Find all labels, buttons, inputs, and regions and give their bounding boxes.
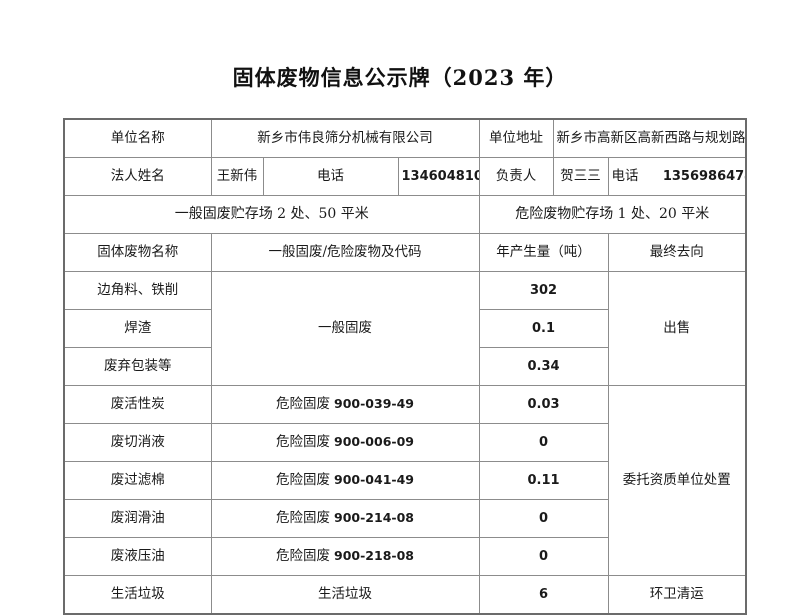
hazardous-storage-info: 危险废物贮存场 1 处、20 平米: [478, 195, 747, 234]
legal-person-value: 王新伟: [210, 157, 264, 196]
col-header-category-code: 一般固废/危险废物及代码: [210, 233, 480, 272]
waste-amount: 302: [478, 271, 609, 310]
solid-waste-disclosure-table: 单位名称 新乡市伟良筛分机械有限公司 单位地址 新乡市高新区高新西路与规划路东南…: [63, 118, 748, 615]
table-row: 焊渣 0.1: [63, 309, 746, 348]
waste-name: 废过滤棉: [63, 461, 212, 500]
waste-category-code: 危险固废 900-039-49: [210, 385, 480, 424]
manager-phone-value: 13569864741: [662, 169, 745, 185]
unit-address-value: 新乡市高新区高新西路与规划路东南角: [552, 118, 747, 158]
waste-amount: 0: [478, 537, 609, 576]
legal-phone-value: 13460481045: [397, 157, 480, 196]
waste-name: 废切消液: [63, 423, 212, 462]
waste-category: 生活垃圾: [210, 575, 480, 615]
waste-amount: 0: [478, 499, 609, 538]
document-page: 固体废物信息公示牌（2023 年） 单位名称 新乡市伟良筛分机械有限公司 单位地…: [63, 65, 748, 615]
col-header-annual-output: 年产生量（吨）: [478, 233, 609, 272]
waste-category-code: 危险固废 900-214-08: [210, 499, 480, 538]
table-row: 废液压油 危险固废 900-218-08 0: [63, 537, 746, 576]
table-row-headers: 固体废物名称 一般固废/危险废物及代码 年产生量（吨） 最终去向: [63, 233, 747, 272]
waste-destination-general: 出售: [607, 271, 747, 386]
manager-value: 贺三三: [552, 157, 609, 196]
category-label: 危险固废: [276, 548, 331, 565]
table-row-storage: 一般固废贮存场 2 处、50 平米 危险废物贮存场 1 处、20 平米: [63, 195, 747, 234]
legal-phone-label: 电话: [262, 157, 399, 196]
table-row: 废润滑油 危险固废 900-214-08 0: [63, 499, 746, 538]
manager-phone-cell: 电话 13569864741: [607, 157, 747, 196]
waste-destination-hazardous: 委托资质单位处置: [607, 385, 747, 576]
table-row: 废切消液 危险固废 900-006-09 0: [63, 423, 746, 462]
unit-address-label: 单位地址: [478, 118, 554, 158]
waste-category-code: 危险固废 900-218-08: [210, 537, 480, 576]
waste-name: 废润滑油: [63, 499, 212, 538]
waste-code: 900-006-09: [334, 434, 414, 450]
waste-category-code: 危险固废 900-041-49: [210, 461, 480, 500]
table-row: 废过滤棉 危险固废 900-041-49 0.11: [63, 461, 746, 500]
category-label: 危险固废: [276, 396, 331, 413]
table-row-contacts: 法人姓名 王新伟 电话 13460481045 负责人 贺三三 电话 13569…: [63, 157, 747, 196]
waste-amount: 0.03: [478, 385, 609, 424]
category-label: 危险固废: [276, 510, 331, 527]
table-row: 生活垃圾 生活垃圾 6 环卫清运: [63, 575, 747, 615]
page-title: 固体废物信息公示牌（2023 年）: [232, 65, 568, 90]
waste-amount: 0.1: [478, 309, 609, 348]
waste-name: 焊渣: [63, 309, 212, 348]
table-row: 废弃包装等 0.34: [63, 347, 746, 386]
waste-code: 900-218-08: [334, 548, 414, 564]
unit-name-value: 新乡市伟良筛分机械有限公司: [210, 118, 480, 158]
category-label: 危险固废: [276, 434, 331, 451]
waste-name: 边角料、铁削: [63, 271, 212, 310]
waste-destination-domestic: 环卫清运: [607, 575, 747, 615]
waste-amount: 0: [478, 423, 609, 462]
legal-person-label: 法人姓名: [63, 157, 212, 196]
col-header-waste-name: 固体废物名称: [63, 233, 212, 272]
waste-name: 生活垃圾: [63, 575, 212, 615]
waste-amount: 6: [478, 575, 609, 615]
waste-name: 废弃包装等: [63, 347, 212, 386]
waste-code: 900-041-49: [334, 472, 414, 488]
waste-amount: 0.11: [478, 461, 609, 500]
manager-phone-label: 电话: [611, 168, 639, 185]
waste-name: 废活性炭: [63, 385, 212, 424]
waste-category-general: 一般固废: [210, 271, 480, 386]
waste-amount: 0.34: [478, 347, 609, 386]
waste-name: 废液压油: [63, 537, 212, 576]
unit-name-label: 单位名称: [63, 118, 212, 158]
general-storage-info: 一般固废贮存场 2 处、50 平米: [63, 195, 480, 234]
manager-label: 负责人: [478, 157, 554, 196]
waste-category-code: 危险固废 900-006-09: [210, 423, 480, 462]
category-label: 危险固废: [276, 472, 331, 489]
col-header-destination: 最终去向: [607, 233, 747, 272]
table-row-unit-name: 单位名称 新乡市伟良筛分机械有限公司 单位地址 新乡市高新区高新西路与规划路东南…: [63, 118, 747, 158]
waste-code: 900-039-49: [334, 396, 414, 412]
table-row: 边角料、铁削 一般固废 302 出售: [63, 271, 747, 386]
table-row: 废活性炭 危险固废 900-039-49 0.03 委托资质单位处置: [63, 385, 747, 576]
waste-code: 900-214-08: [334, 510, 414, 526]
